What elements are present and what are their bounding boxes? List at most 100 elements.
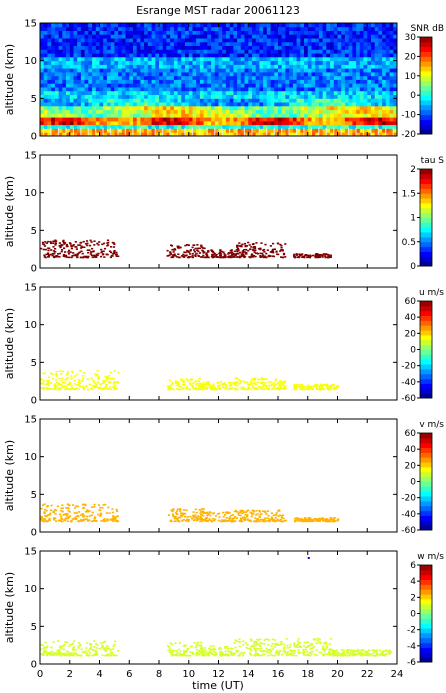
snr-cell: [311, 98, 316, 103]
snr-cell: [88, 56, 93, 62]
snr-cell: [240, 68, 245, 73]
snr-cell: [229, 79, 234, 84]
snr-cell: [266, 109, 271, 114]
data-point: [322, 518, 325, 520]
data-point: [262, 519, 265, 521]
data-point: [42, 388, 45, 391]
snr-cell: [129, 128, 134, 133]
snr-cell: [185, 68, 190, 73]
colorbar-swatch: [420, 388, 432, 394]
data-point: [63, 247, 66, 249]
data-point: [97, 244, 100, 246]
data-point: [111, 377, 114, 380]
snr-cell: [84, 41, 89, 46]
snr-cell: [173, 38, 178, 43]
snr-cell: [88, 79, 93, 84]
snr-cell: [166, 64, 171, 69]
snr-cell: [166, 53, 171, 58]
snr-cell: [233, 60, 238, 65]
data-point: [60, 387, 63, 389]
snr-cell: [318, 41, 323, 46]
snr-cell: [203, 38, 208, 43]
snr-cell: [307, 117, 312, 122]
data-point: [47, 249, 50, 252]
snr-cell: [229, 132, 234, 137]
data-point: [253, 251, 256, 253]
data-point: [184, 244, 187, 247]
snr-cell: [304, 98, 309, 103]
data-point: [54, 509, 58, 512]
snr-cell: [225, 120, 230, 126]
data-point: [173, 253, 176, 256]
snr-cell: [374, 38, 379, 43]
snr-cell: [51, 109, 56, 114]
snr-cell: [192, 102, 197, 107]
snr-cell: [385, 109, 390, 114]
snr-cell: [99, 53, 104, 58]
snr-cell: [136, 23, 141, 28]
snr-cell: [214, 120, 219, 126]
data-point: [179, 246, 182, 249]
data-point: [168, 385, 171, 387]
data-point: [68, 249, 71, 252]
snr-cell: [62, 56, 67, 62]
data-point: [239, 511, 242, 514]
snr-cell: [337, 79, 342, 84]
snr-cell: [121, 75, 126, 80]
snr-cell: [330, 30, 335, 35]
snr-cell: [54, 68, 59, 73]
snr-cell: [330, 75, 335, 80]
snr-cell: [188, 49, 193, 54]
data-point: [102, 253, 105, 255]
data-point: [278, 514, 281, 517]
snr-cell: [278, 60, 283, 65]
snr-cell: [385, 41, 390, 46]
snr-cell: [248, 117, 253, 122]
y-axis-label: altitude (km): [3, 176, 16, 247]
snr-cell: [363, 60, 368, 65]
y-tick-label: 0: [31, 132, 37, 143]
snr-cell: [159, 109, 164, 114]
snr-cell: [147, 132, 152, 137]
data-point: [300, 386, 303, 388]
snr-cell: [114, 98, 119, 103]
snr-cell: [263, 113, 268, 118]
snr-cell: [129, 56, 134, 62]
colorbar-swatch: [420, 100, 432, 106]
colorbar-swatch: [420, 75, 432, 82]
data-point: [230, 251, 233, 254]
snr-cell: [136, 49, 141, 54]
snr-cell: [304, 94, 309, 99]
snr-cell: [281, 98, 286, 103]
snr-cell: [144, 102, 149, 107]
snr-streak: [214, 127, 216, 136]
data-point: [278, 383, 282, 386]
snr-cell: [378, 49, 383, 54]
data-point: [187, 244, 190, 246]
data-point: [259, 388, 262, 390]
snr-cell: [233, 75, 238, 80]
snr-cell: [385, 38, 390, 43]
data-point: [113, 250, 116, 252]
snr-cell: [315, 53, 320, 58]
snr-cell: [43, 41, 48, 46]
snr-cell: [133, 34, 138, 39]
snr-cell: [341, 72, 346, 77]
snr-cell: [311, 72, 316, 77]
data-point: [90, 387, 93, 390]
data-point: [200, 514, 203, 516]
snr-cell: [374, 94, 379, 99]
snr-cell: [371, 23, 376, 28]
data-point: [323, 384, 326, 386]
snr-cell: [259, 49, 264, 54]
data-point: [66, 513, 69, 515]
data-point: [178, 386, 181, 388]
snr-cell: [185, 83, 190, 88]
colorbar-tick-label: 30: [405, 33, 417, 43]
snr-cell: [300, 64, 305, 69]
snr-cell: [218, 38, 223, 43]
snr-cell: [95, 56, 100, 62]
data-point: [192, 511, 195, 513]
snr-cell: [255, 83, 260, 88]
snr-cell: [118, 102, 123, 107]
